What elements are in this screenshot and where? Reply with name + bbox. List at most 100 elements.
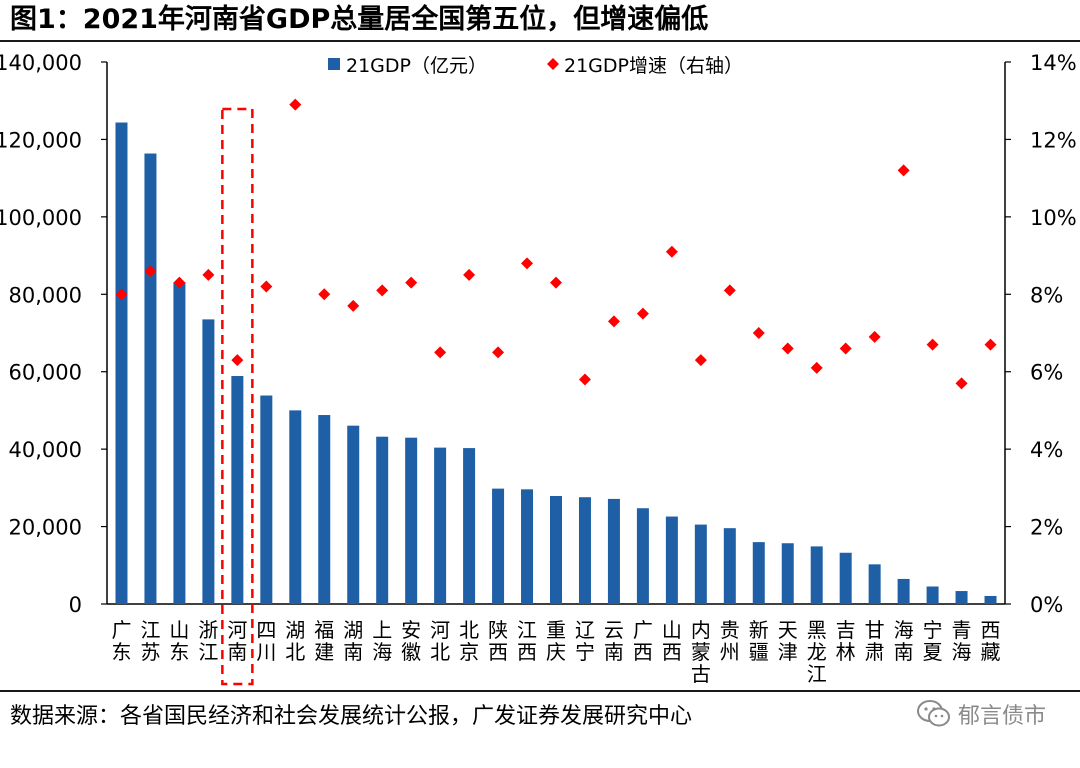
gdp-bar	[347, 425, 360, 604]
y-right-tick-label: 10%	[1030, 206, 1077, 230]
growth-point	[897, 164, 910, 177]
legend-bar-swatch	[328, 58, 340, 70]
growth-point	[723, 284, 736, 297]
growth-point	[752, 327, 765, 339]
category-labels: 广东江苏山东浙江河南四川湖北福建湖南上海安徽河北北京陕西江西重庆辽宁云南广西山西…	[111, 618, 1000, 686]
legend-point-label: 21GDP增速（右轴）	[564, 55, 743, 77]
growth-point	[810, 361, 823, 374]
gdp-bar	[926, 586, 939, 604]
growth-point	[173, 276, 186, 289]
growth-point	[260, 280, 273, 293]
y-left-tick-label: 140,000	[0, 51, 82, 75]
growth-point	[550, 276, 562, 289]
gdp-bar	[405, 437, 418, 604]
gdp-bar	[810, 546, 823, 604]
growth-point	[463, 268, 476, 281]
growth-point	[607, 315, 620, 328]
henan-highlight	[221, 107, 254, 686]
category-label: 青海	[952, 618, 972, 664]
category-label: 海南	[894, 618, 914, 664]
y-left-tick-label: 120,000	[0, 128, 82, 152]
y-left-tick-label: 0	[69, 593, 82, 617]
growth-points	[115, 98, 997, 390]
growth-point	[984, 338, 997, 351]
y-right-tick-label: 4%	[1030, 438, 1063, 462]
y-right-tick-label: 0%	[1030, 593, 1063, 617]
category-label: 上海	[372, 618, 392, 664]
y-right-tick-label: 14%	[1030, 51, 1077, 75]
category-label: 湖南	[343, 618, 363, 664]
category-label: 安徽	[401, 618, 421, 664]
highlight-box	[221, 107, 254, 686]
growth-point	[376, 284, 389, 297]
gdp-bar	[694, 524, 707, 604]
growth-point	[144, 265, 157, 278]
y-left-tick-label: 40,000	[9, 438, 82, 462]
category-label: 山西	[662, 618, 682, 664]
gdp-bar	[492, 488, 505, 604]
y-left-tick-label: 60,000	[9, 361, 82, 385]
category-label: 江西	[517, 618, 537, 664]
category-label: 福建	[314, 618, 334, 664]
gdp-bar	[636, 508, 649, 604]
gdp-bar	[434, 447, 447, 604]
y-left-tick-label: 80,000	[9, 283, 82, 307]
wechat-icon	[916, 700, 950, 727]
gdp-bar	[897, 578, 910, 604]
growth-point	[405, 276, 418, 289]
gdp-bar	[260, 395, 273, 604]
category-label: 内蒙古	[691, 618, 711, 686]
title-divider	[0, 40, 1080, 42]
watermark-text: 郁言债市	[957, 704, 1046, 729]
gdp-bar	[550, 496, 562, 604]
gdp-bar	[839, 552, 852, 604]
category-label: 云南	[604, 618, 624, 664]
category-label: 江苏	[140, 618, 160, 664]
category-label: 河南	[227, 618, 247, 664]
category-label: 重庆	[546, 618, 566, 664]
gdp-bar	[984, 595, 997, 604]
growth-point	[578, 373, 591, 386]
growth-point	[636, 307, 649, 320]
gdp-bar	[752, 542, 765, 604]
category-label: 河北	[430, 618, 450, 664]
gdp-bar	[173, 282, 186, 604]
y-right-tick-label: 2%	[1030, 516, 1063, 540]
growth-point	[926, 338, 939, 351]
category-label: 辽宁	[575, 618, 595, 664]
category-label: 广西	[633, 618, 653, 664]
category-label: 黑龙江	[807, 618, 827, 686]
gdp-bar	[723, 528, 736, 604]
gdp-bars	[115, 122, 997, 605]
growth-point	[231, 354, 244, 367]
growth-point	[492, 346, 505, 359]
growth-point	[955, 377, 968, 390]
growth-point	[781, 342, 794, 355]
y-left-tick-label: 100,000	[0, 206, 82, 230]
data-source-note: 数据来源：各省国民经济和社会发展统计公报，广发证券发展研究中心	[10, 704, 693, 729]
category-label: 陕西	[488, 618, 508, 664]
gdp-bar	[781, 543, 794, 604]
category-label: 新疆	[749, 618, 769, 664]
growth-point	[694, 354, 707, 367]
y-left-tick-label: 20,000	[9, 516, 82, 540]
growth-point	[868, 330, 881, 343]
category-label: 湖北	[285, 618, 305, 664]
growth-point	[434, 346, 447, 359]
source-divider	[0, 690, 1080, 692]
category-label: 北京	[459, 618, 479, 664]
growth-point	[202, 268, 215, 281]
gdp-bar	[521, 489, 534, 604]
category-label: 吉林	[836, 618, 856, 664]
gdp-bar	[144, 153, 157, 605]
category-label: 四川	[256, 618, 276, 664]
gdp-bar	[202, 319, 215, 604]
y-right-tick-label: 6%	[1030, 361, 1063, 385]
gdp-bar	[868, 564, 881, 604]
growth-point	[839, 342, 852, 355]
category-label: 贵州	[720, 618, 740, 664]
growth-point	[289, 98, 302, 111]
gdp-bar	[289, 410, 302, 604]
gdp-bar	[376, 436, 389, 604]
category-label: 西藏	[981, 618, 1001, 664]
